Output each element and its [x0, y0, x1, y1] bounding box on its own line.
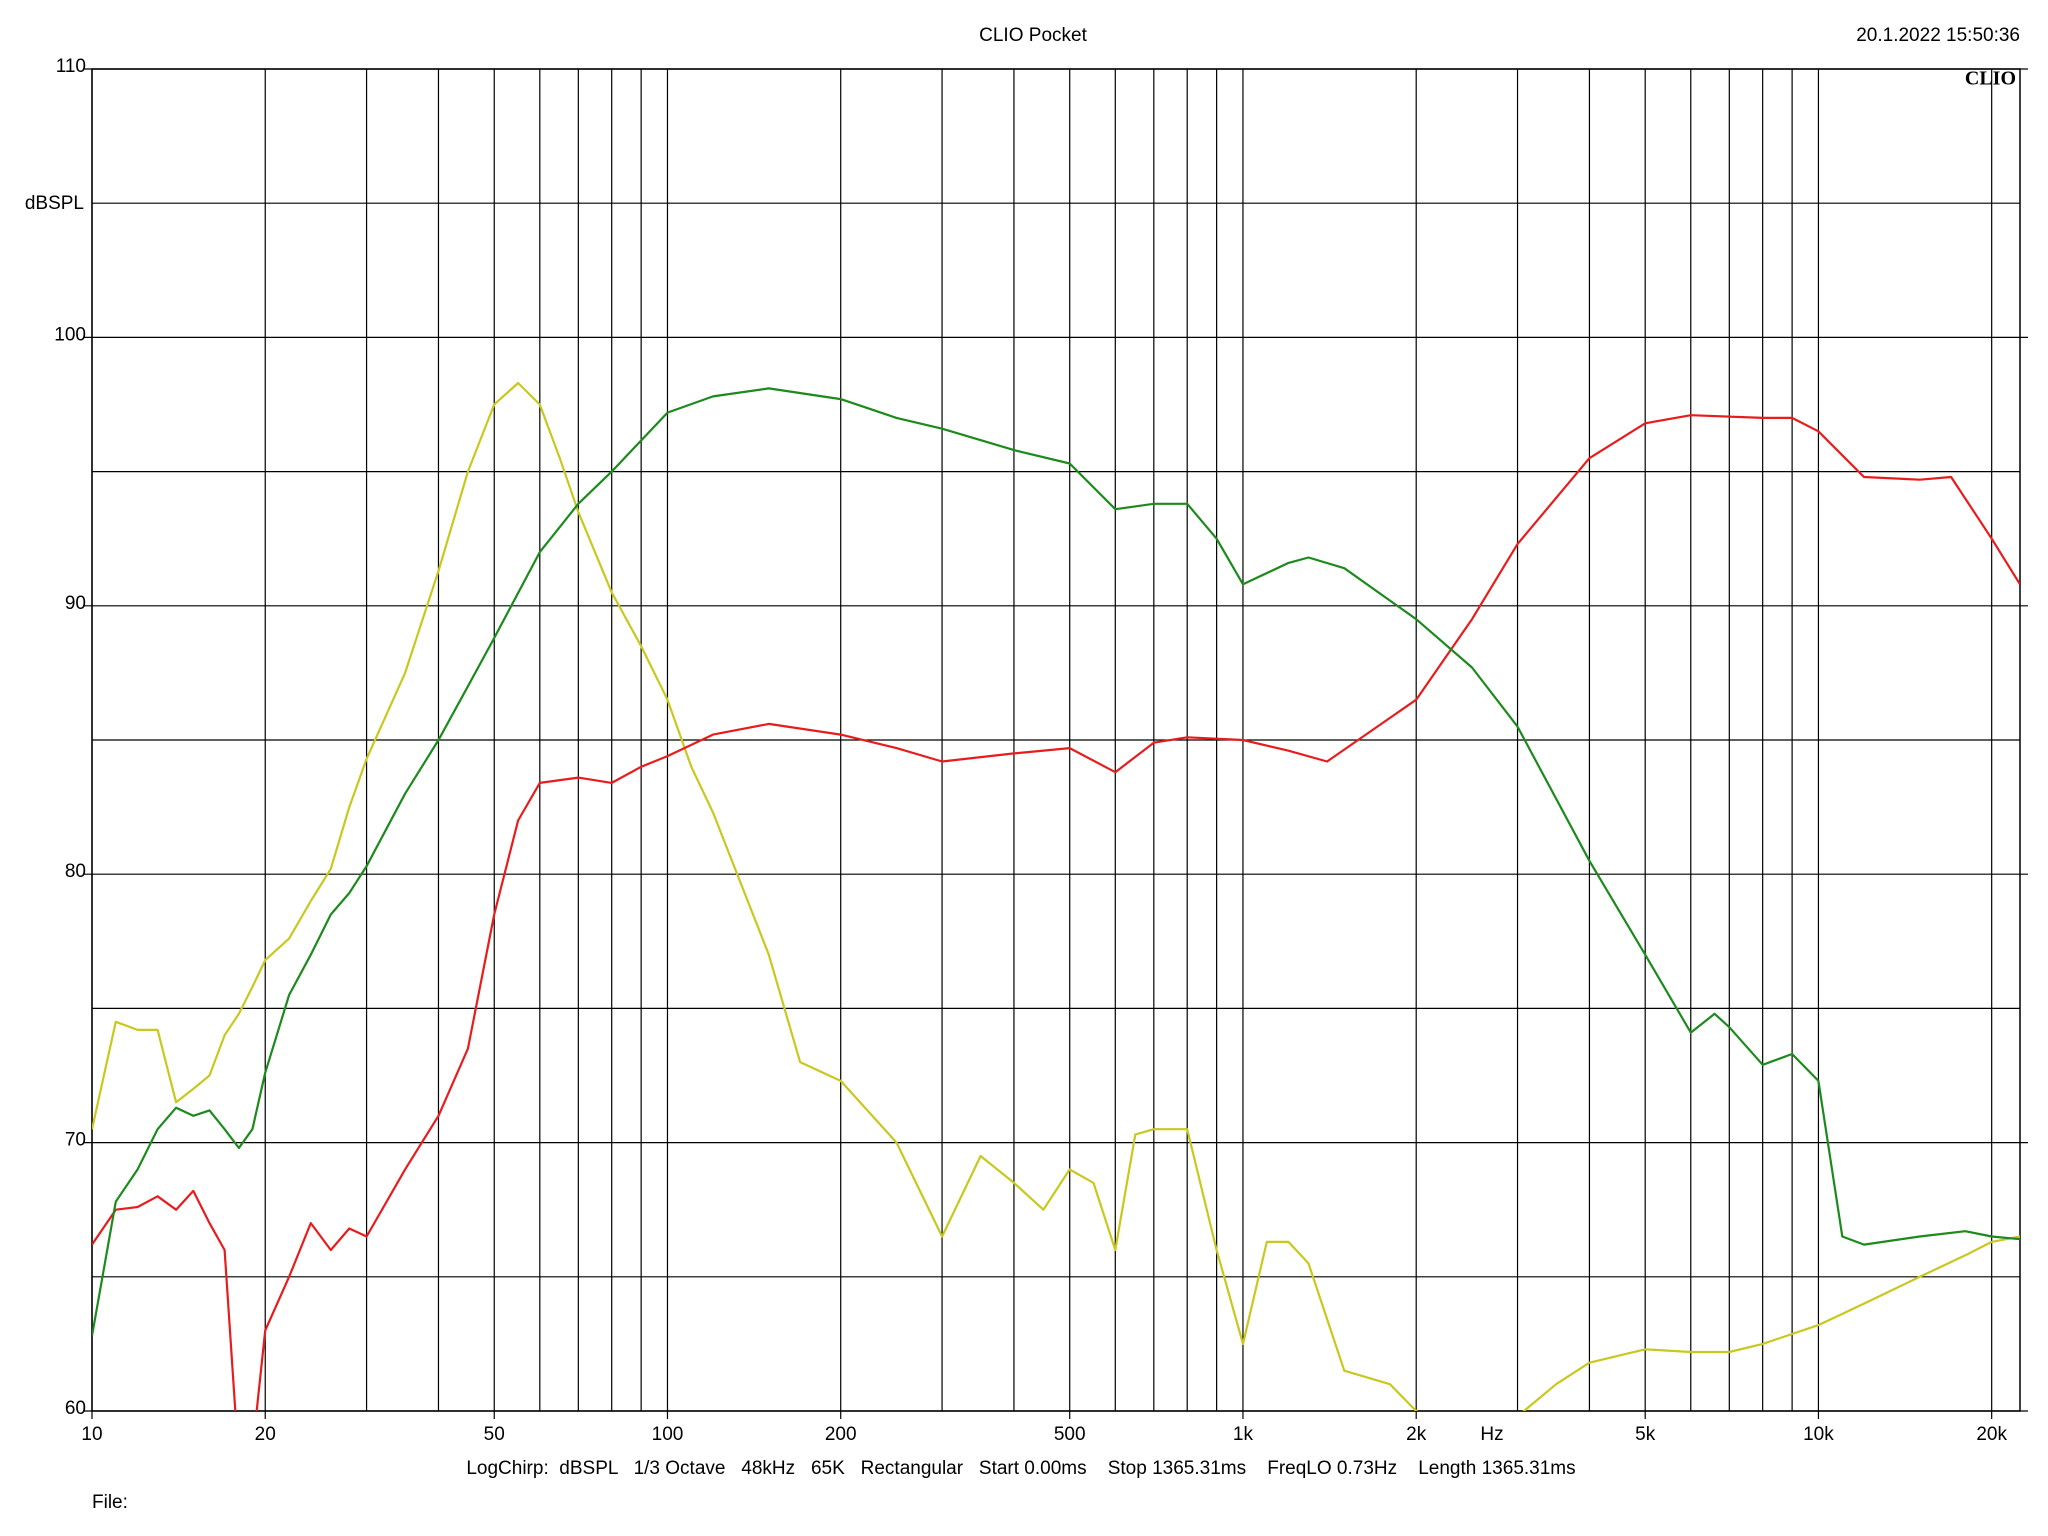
y-tick-label: 70	[65, 1130, 86, 1151]
x-tick-label: 5k	[1635, 1424, 1656, 1445]
x-tick-label: 2k	[1406, 1424, 1427, 1445]
x-tick-label: 20	[255, 1424, 276, 1445]
y-tick-label: 60	[65, 1398, 86, 1419]
plot-frame	[91, 68, 2021, 1412]
y-tick-label: 110	[56, 56, 86, 77]
x-tick-label: 50	[484, 1424, 505, 1445]
line-series	[92, 381, 2020, 1411]
line-series	[92, 414, 2020, 1411]
x-tick-label: 10	[81, 1424, 102, 1445]
x-tick-label: 10k	[1803, 1424, 1834, 1445]
x-tick-label: 20k	[1976, 1424, 2007, 1445]
timestamp: 20.1.2022 15:50:36	[1856, 25, 2020, 46]
y-tick-label: 100	[54, 324, 86, 345]
x-tick-label: 100	[652, 1424, 684, 1445]
x-tick-label: 500	[1054, 1424, 1086, 1445]
logo: CLIO	[1965, 68, 2016, 90]
line-series	[92, 387, 2020, 1336]
y-tick-label: 90	[65, 593, 86, 614]
chart-title: CLIO Pocket	[979, 25, 1087, 46]
y-axis-label: dBSPL	[25, 193, 84, 214]
file-label: File:	[92, 1492, 128, 1513]
x-tick-label: 200	[825, 1424, 857, 1445]
y-tick-label: 80	[65, 861, 86, 882]
x-tick-label: 1k	[1233, 1424, 1254, 1445]
footer: LogChirp: dBSPL 1/3 Octave 48kHz 65K Rec…	[466, 1458, 1575, 1479]
x-axis-label: Hz	[1480, 1424, 1503, 1445]
